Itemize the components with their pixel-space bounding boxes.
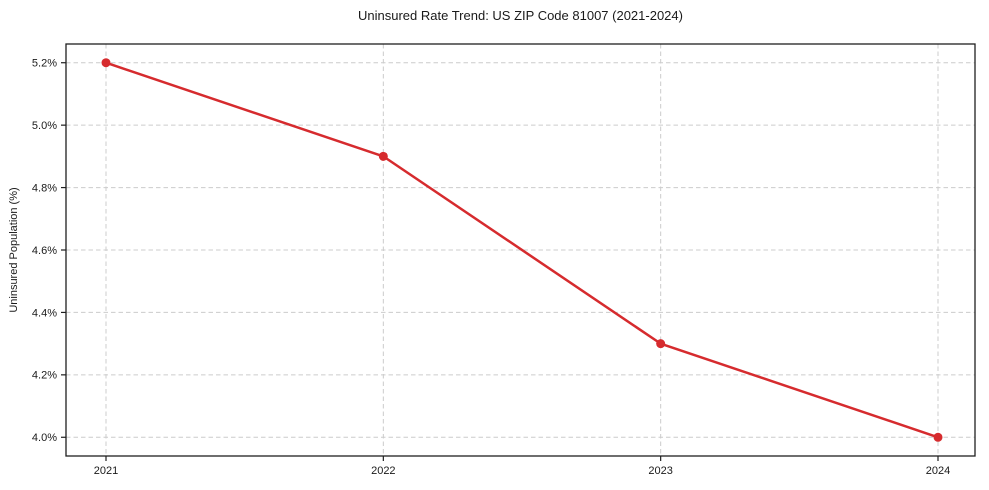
trend-line: [104, 61, 940, 439]
y-tick-label: 4.0%: [32, 432, 57, 444]
data-point: [656, 339, 666, 349]
data-point: [378, 151, 388, 161]
y-tick-label: 5.2%: [32, 58, 57, 70]
x-tick-label: 2023: [648, 465, 672, 477]
y-tick-label: 4.6%: [32, 245, 57, 257]
data-point: [933, 432, 943, 442]
x-tick-label: 2021: [94, 465, 118, 477]
y-tick-label: 4.2%: [32, 370, 57, 382]
x-tick-label: 2024: [926, 465, 950, 477]
x-tick-label: 2022: [371, 465, 395, 477]
data-point: [101, 58, 111, 68]
y-tick-label: 4.4%: [32, 307, 57, 319]
chart-title: Uninsured Rate Trend: US ZIP Code 81007 …: [358, 8, 683, 23]
y-tick-label: 4.8%: [32, 182, 57, 194]
y-tick-label: 5.0%: [32, 120, 57, 132]
